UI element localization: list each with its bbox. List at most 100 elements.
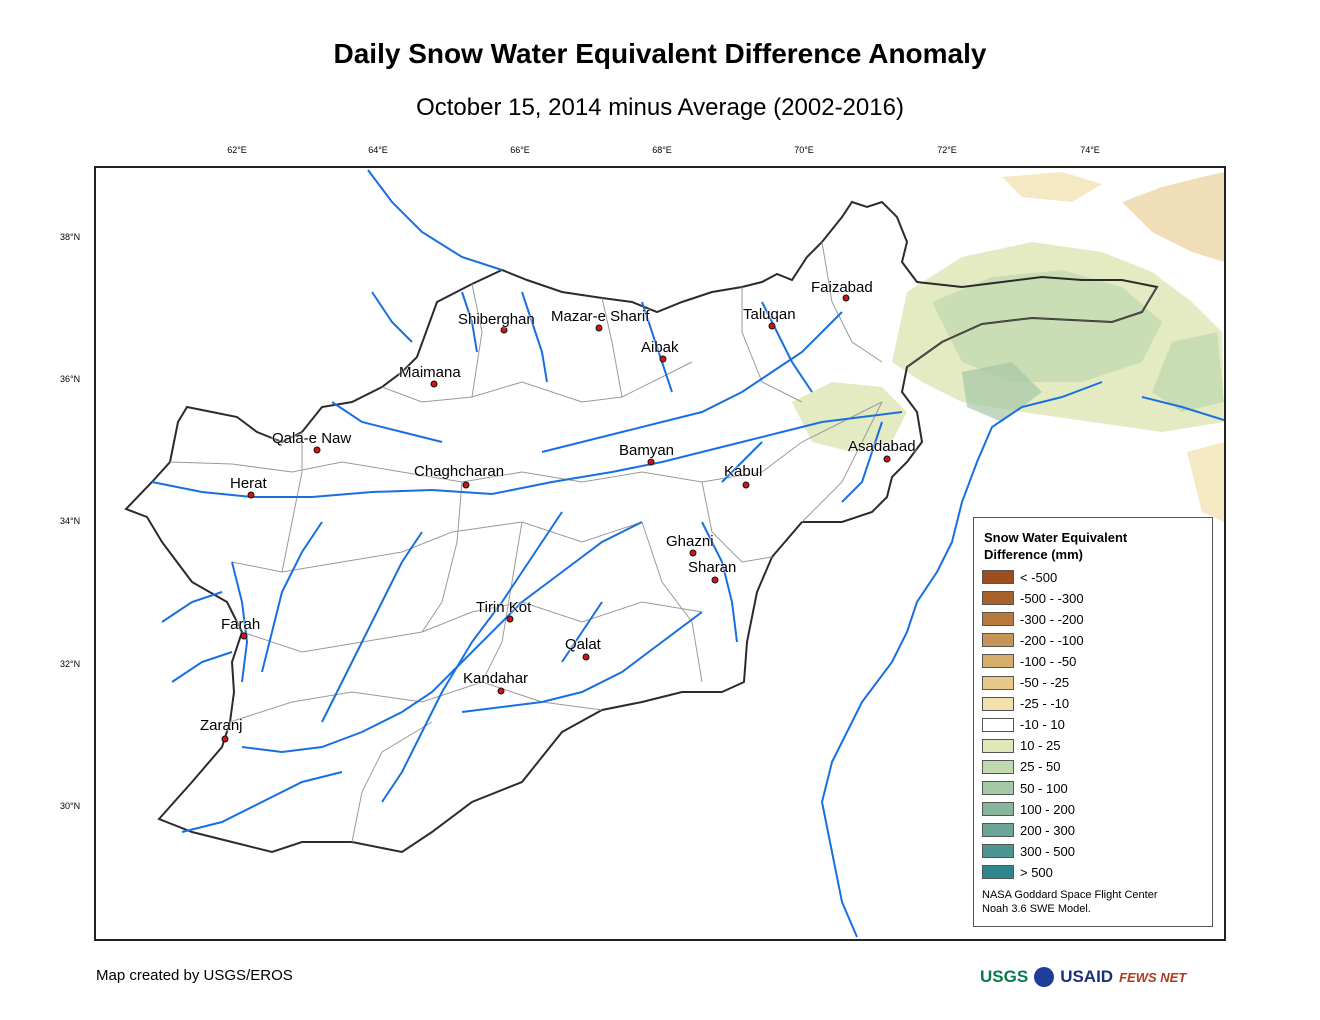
legend-item: -100 - -50 [982,652,1076,670]
legend-item-label: -300 - -200 [1020,611,1084,627]
city-label-zaranj: Zaranj [200,717,243,734]
city-label-aibak: Aibak [641,339,679,356]
lat-label-30: 30°N [60,801,81,811]
legend-swatch [982,865,1014,880]
legend-credit-line1: NASA Goddard Space Flight Center [982,889,1158,901]
city-label-sharan: Sharan [688,559,737,576]
legend-swatch [982,738,1014,753]
legend-item: 25 - 50 [982,758,1060,776]
city-marker-zaranj[interactable] [221,735,229,743]
city-marker-mazar-e-sharif[interactable] [595,324,603,332]
legend-item: -25 - -10 [982,695,1069,713]
city-label-shiberghan: Shiberghan [458,311,535,328]
lat-label-36: 36°N [60,374,81,384]
lat-label-34: 34°N [60,516,81,526]
legend-item: -200 - -100 [982,631,1084,649]
legend-item: 10 - 25 [982,737,1060,755]
city-label-maimana: Maimana [399,364,461,381]
lat-label-38: 38°N [60,232,81,242]
legend-item: -300 - -200 [982,610,1084,628]
fews-net-logo: FEWS NET [1119,969,1187,985]
legend-swatch [982,823,1014,838]
city-marker-asadabad[interactable] [883,455,891,463]
legend-item: 100 - 200 [982,800,1075,818]
city-marker-herat[interactable] [247,491,255,499]
city-marker-qala-e-naw[interactable] [313,446,321,454]
legend-item-label: -500 - -300 [1020,590,1084,606]
legend-title-line1: Snow Water Equivalent [984,530,1128,545]
legend-swatch [982,696,1014,711]
legend-item-label: 200 - 300 [1020,822,1075,838]
city-marker-ghazni[interactable] [689,549,697,557]
city-marker-kandahar[interactable] [497,687,505,695]
city-marker-taluqan[interactable] [768,322,776,330]
legend-swatch [982,802,1014,817]
legend-title: Snow Water Equivalent Difference (mm) [984,529,1127,563]
city-label-qala-e-naw: Qala-e Naw [272,430,352,447]
city-marker-bamyan[interactable] [647,458,655,466]
legend-swatch [982,844,1014,859]
snow-anomaly-shading [792,172,1224,522]
city-label-kabul: Kabul [724,463,763,480]
map-canvas [124,169,1224,938]
legend-swatch [982,759,1014,774]
legend-item: -500 - -300 [982,589,1084,607]
footer-credit: Map created by USGS/EROS [96,967,293,984]
footer-logos: USGS USAID FEWS NET [980,962,1186,992]
city-marker-kabul[interactable] [742,481,750,489]
lon-label-66: 66°E [510,145,530,155]
nasa-logo-icon [1034,967,1055,987]
city-marker-shiberghan[interactable] [500,326,508,334]
city-marker-farah[interactable] [240,632,248,640]
lon-label-72: 72°E [937,145,957,155]
legend-item-label: < -500 [1020,569,1058,585]
legend-item-label: 50 - 100 [1020,780,1068,796]
lon-label-64: 64°E [368,145,388,155]
city-label-faizabad: Faizabad [811,279,873,296]
map-subtitle: October 15, 2014 minus Average (2002-201… [416,94,904,121]
legend-title-line2: Difference (mm) [984,547,1083,562]
legend-swatch [982,781,1014,795]
legend-item-label: -25 - -10 [1020,696,1070,712]
legend-swatch [982,717,1014,732]
city-label-bamyan: Bamyan [619,442,675,459]
legend-swatch [982,591,1014,606]
lon-label-74: 74°E [1080,145,1100,155]
country-border [124,200,1159,854]
legend-item: -50 - -25 [982,674,1069,692]
city-marker-tirin-kot[interactable] [506,615,514,623]
city-marker-aibak[interactable] [659,355,667,363]
legend-item-label: 300 - 500 [1020,843,1075,859]
legend-swatch [982,570,1014,584]
lon-label-70: 70°E [794,145,814,155]
city-marker-chaghcharan[interactable] [462,481,470,489]
city-label-ghazni: Ghazni [666,533,714,550]
city-label-asadabad: Asadabad [848,438,916,455]
legend-item: > 500 [982,863,1053,881]
city-marker-faizabad[interactable] [842,294,850,302]
legend-item-label: -10 - 10 [1020,717,1065,733]
city-marker-maimana[interactable] [430,380,438,388]
legend-item: 50 - 100 [982,779,1068,797]
legend-item-label: 25 - 50 [1020,759,1061,775]
city-marker-qalat[interactable] [582,653,590,661]
legend-item-label: -200 - -100 [1020,632,1084,648]
legend-swatch [982,612,1014,627]
usaid-logo: USAID [1060,967,1114,986]
legend-credit-line2: Noah 3.6 SWE Model. [982,903,1091,915]
city-label-tirin-kot: Tirin Kot [476,599,532,616]
legend-item: -10 - 10 [982,716,1065,734]
lat-label-32: 32°N [60,659,81,669]
legend-item-label: -50 - -25 [1020,675,1070,690]
rivers [151,169,1224,938]
legend-item-label: 100 - 200 [1020,801,1075,817]
legend-item: 300 - 500 [982,842,1075,860]
legend-item: 200 - 300 [982,821,1075,839]
city-label-herat: Herat [230,475,267,492]
lon-label-62: 62°E [227,145,247,155]
lon-label-68: 68°E [652,145,672,155]
legend-item: < -500 [982,568,1057,586]
city-marker-sharan[interactable] [711,576,719,584]
map-title: Daily Snow Water Equivalent Difference A… [333,38,987,69]
legend-swatch [982,633,1014,648]
